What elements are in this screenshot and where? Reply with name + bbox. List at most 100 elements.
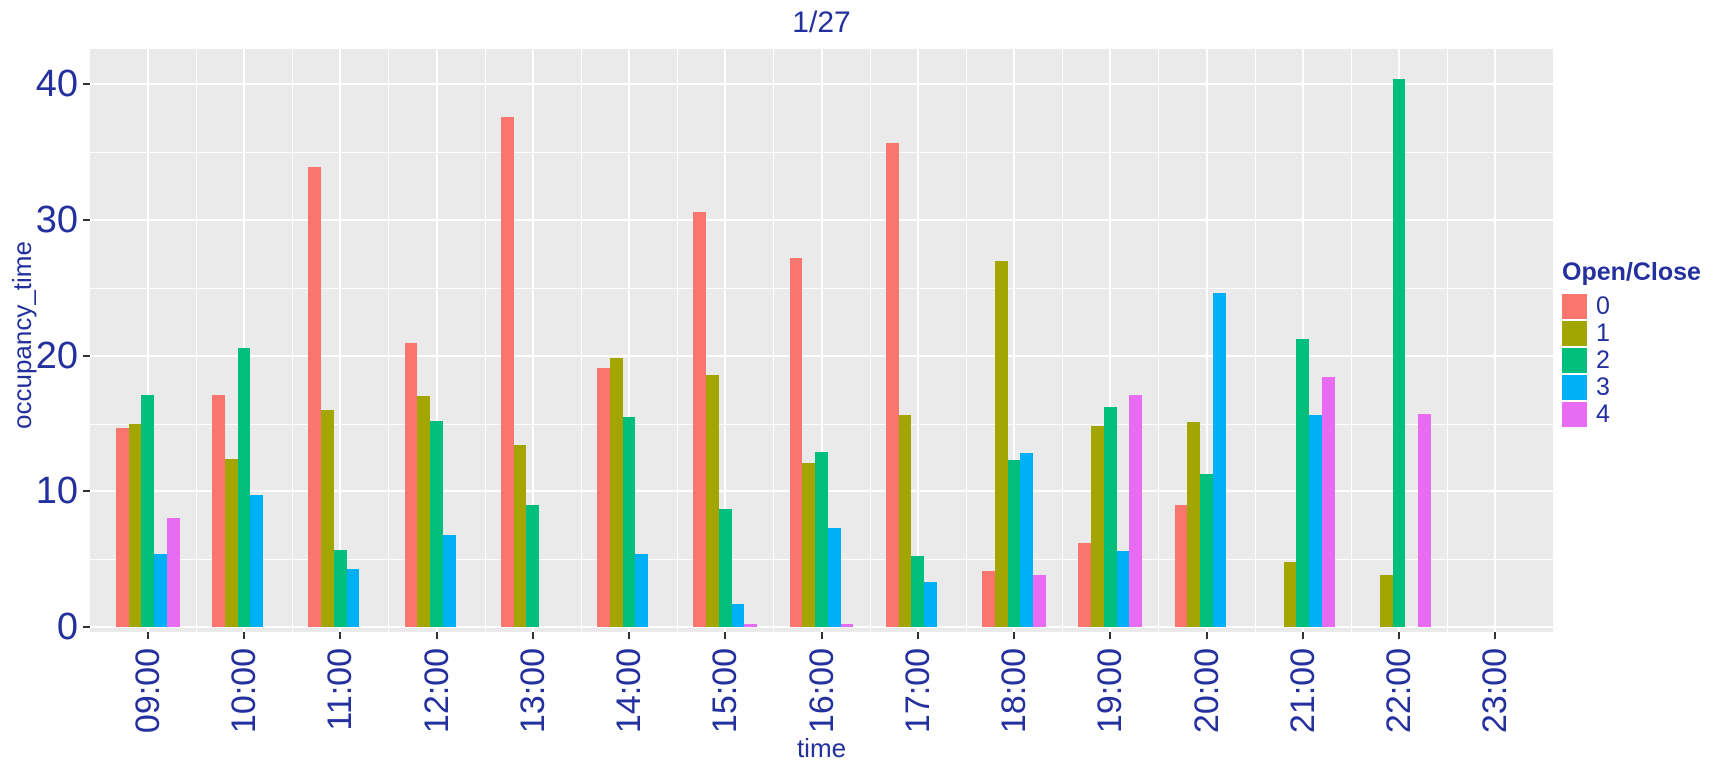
bar-10:00-group-3 bbox=[250, 495, 264, 627]
legend-swatch bbox=[1562, 374, 1587, 400]
legend-item-label: 2 bbox=[1596, 346, 1610, 374]
x-tick bbox=[916, 632, 919, 639]
x-tick bbox=[1109, 632, 1112, 639]
bar-17:00-group-1 bbox=[898, 415, 912, 627]
major-v-gridline bbox=[820, 49, 823, 632]
major-v-gridline bbox=[1205, 49, 1208, 632]
bar-10:00-group-1 bbox=[224, 458, 238, 627]
bar-16:00-group-0 bbox=[789, 258, 803, 627]
major-v-gridline bbox=[1494, 49, 1497, 632]
major-v-gridline bbox=[243, 49, 245, 632]
bar-17:00-group-3 bbox=[924, 582, 937, 627]
minor-v-gridline bbox=[1350, 49, 1352, 632]
bar-17:00-group-2 bbox=[911, 556, 925, 627]
y-tick-label: 10 bbox=[35, 470, 78, 513]
y-axis-title: occupancy_time bbox=[7, 241, 37, 429]
bar-19:00-group-4 bbox=[1129, 395, 1143, 627]
y-tick-label: 30 bbox=[35, 199, 78, 242]
legend-item: 2 bbox=[1562, 347, 1701, 373]
major-v-gridline bbox=[1013, 49, 1015, 632]
minor-v-gridline bbox=[195, 49, 197, 632]
x-tick bbox=[1205, 632, 1208, 639]
bar-11:00-group-1 bbox=[321, 409, 334, 627]
y-tick-label: 0 bbox=[56, 606, 78, 648]
legend-item-label: 4 bbox=[1596, 400, 1610, 428]
minor-v-gridline bbox=[484, 49, 486, 632]
x-axis-title: time bbox=[796, 733, 847, 763]
bar-13:00-group-1 bbox=[513, 445, 527, 627]
bar-14:00-group-0 bbox=[597, 367, 610, 627]
bar-13:00-group-0 bbox=[500, 116, 514, 627]
minor-v-gridline bbox=[1447, 49, 1449, 632]
bar-17:00-group-0 bbox=[885, 142, 899, 627]
bar-19:00-group-3 bbox=[1116, 551, 1130, 627]
major-v-gridline bbox=[146, 49, 149, 632]
bar-19:00-group-2 bbox=[1103, 407, 1117, 627]
bar-15:00-group-4 bbox=[744, 624, 758, 627]
bar-15:00-group-3 bbox=[731, 603, 745, 627]
x-tick bbox=[1494, 632, 1497, 639]
major-v-gridline bbox=[1109, 49, 1112, 632]
bar-19:00-group-0 bbox=[1078, 542, 1092, 627]
x-tick bbox=[820, 632, 823, 639]
x-tick bbox=[1301, 632, 1304, 639]
chart-title: 1/27 bbox=[792, 6, 851, 39]
bar-16:00-group-1 bbox=[802, 462, 816, 627]
legend-swatch bbox=[1562, 293, 1587, 319]
x-tick bbox=[628, 632, 630, 639]
x-tick bbox=[146, 632, 149, 639]
bar-15:00-group-1 bbox=[706, 374, 719, 627]
major-v-gridline bbox=[339, 49, 342, 632]
bar-19:00-group-1 bbox=[1091, 426, 1104, 627]
major-v-gridline bbox=[628, 49, 630, 632]
major-v-gridline bbox=[724, 49, 727, 632]
bar-16:00-group-2 bbox=[815, 451, 828, 627]
bar-14:00-group-2 bbox=[622, 416, 636, 627]
legend-item-label: 0 bbox=[1596, 292, 1610, 320]
bar-10:00-group-2 bbox=[237, 347, 251, 627]
legend-item: 4 bbox=[1562, 401, 1701, 427]
bar-09:00-group-4 bbox=[166, 518, 180, 627]
bar-11:00-group-3 bbox=[346, 568, 360, 627]
bar-15:00-group-0 bbox=[693, 211, 707, 627]
bar-18:00-group-1 bbox=[994, 260, 1008, 627]
bar-12:00-group-3 bbox=[442, 534, 456, 627]
bar-20:00-group-0 bbox=[1174, 504, 1188, 627]
legend-item: 1 bbox=[1562, 320, 1701, 346]
x-tick bbox=[243, 632, 245, 639]
bar-21:00-group-4 bbox=[1321, 377, 1335, 627]
bar-12:00-group-1 bbox=[417, 396, 431, 627]
bar-10:00-group-0 bbox=[212, 395, 225, 627]
bar-09:00-group-1 bbox=[128, 423, 142, 627]
bar-20:00-group-2 bbox=[1200, 473, 1213, 627]
bar-20:00-group-1 bbox=[1187, 422, 1201, 627]
bar-18:00-group-3 bbox=[1020, 453, 1034, 627]
bar-15:00-group-2 bbox=[718, 508, 732, 627]
x-tick bbox=[339, 632, 342, 639]
y-tick bbox=[83, 219, 90, 222]
bar-09:00-group-3 bbox=[154, 553, 167, 627]
x-tick bbox=[1398, 632, 1400, 639]
bar-14:00-group-1 bbox=[609, 358, 623, 627]
x-tick bbox=[1013, 632, 1015, 639]
legend-item-label: 1 bbox=[1596, 319, 1610, 347]
minor-v-gridline bbox=[1062, 49, 1064, 632]
y-tick bbox=[83, 626, 90, 628]
minor-v-gridline bbox=[1254, 49, 1256, 632]
minor-v-gridline bbox=[965, 49, 967, 632]
legend-swatch bbox=[1562, 320, 1587, 346]
legend-item: 3 bbox=[1562, 374, 1701, 400]
minor-v-gridline bbox=[869, 49, 871, 632]
y-tick-label: 20 bbox=[35, 334, 78, 377]
y-tick-label: 40 bbox=[35, 63, 78, 106]
plot-panel bbox=[90, 49, 1553, 632]
bar-22:00-group-4 bbox=[1418, 414, 1431, 627]
y-tick bbox=[83, 354, 90, 357]
bar-18:00-group-4 bbox=[1033, 575, 1046, 627]
legend-swatch bbox=[1562, 347, 1587, 373]
bar-20:00-group-3 bbox=[1212, 293, 1226, 627]
bar-16:00-group-3 bbox=[827, 527, 841, 627]
major-v-gridline bbox=[531, 49, 534, 632]
